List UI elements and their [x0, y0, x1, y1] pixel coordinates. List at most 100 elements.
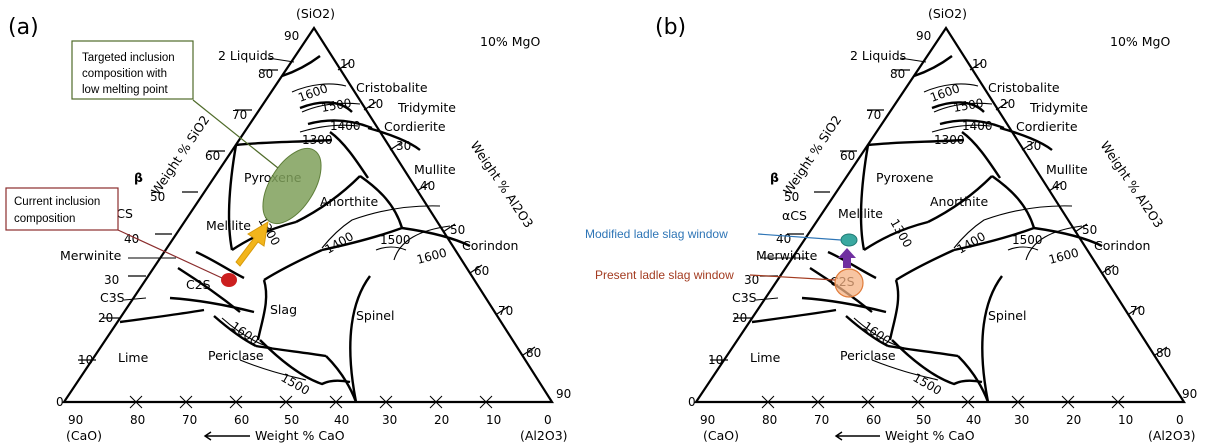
- target-annotation-line1: Targeted inclusion: [82, 52, 175, 64]
- tick-label: 50: [284, 413, 299, 427]
- tick-label: 80: [258, 67, 273, 81]
- tick-label: 60: [205, 149, 220, 163]
- bottom-tick-marks: [129, 395, 493, 409]
- phase-beta: β: [134, 170, 143, 185]
- panel-a-right-ticks: 10 20 30 40 50 60 70 80 90: [337, 57, 571, 401]
- panel-a-bottom-ticks: 90 80 70 60 50 40 30 20 10 0: [68, 395, 552, 427]
- current-annotation-line2: composition: [14, 213, 75, 225]
- phase-corindon: Corindon: [462, 238, 518, 253]
- panel-a-left-ticks: 0 10 20 30 40 50 60 70 80 90: [56, 29, 299, 409]
- modification-arrow: [838, 248, 856, 268]
- panel-a-apex-right: (Al2O3): [520, 428, 568, 443]
- isotherm-1400: 1400: [962, 119, 993, 133]
- phase-merwinite: Merwinite: [756, 248, 818, 263]
- tick-label: 20: [1066, 413, 1081, 427]
- isotherm-1500: 1500: [320, 96, 353, 115]
- tick-label: 70: [1130, 304, 1145, 318]
- panel-b-apex-right: (Al2O3): [1148, 428, 1196, 443]
- tick-label: 90: [1182, 387, 1197, 401]
- phase-periclase: Periclase: [208, 348, 264, 363]
- phase-c3s: C3S: [732, 290, 757, 305]
- isotherm-1500-lower: 1500: [1012, 233, 1043, 247]
- present-slag-window: [834, 268, 864, 298]
- tick-label: 10: [486, 413, 501, 427]
- current-annotation-box: [5, 187, 119, 231]
- panel-a-boundaries: [119, 55, 471, 403]
- phase-melilite: Melilite: [206, 218, 251, 233]
- tick-label: 10: [1118, 413, 1133, 427]
- panel-b-bottom-arrow: [834, 431, 880, 441]
- panel-a-triangle: [61, 25, 555, 404]
- isotherm-1500-periclase: 1500: [911, 370, 944, 397]
- phase-slag: Slag: [270, 302, 297, 317]
- panel-a-apex-left: (CaO): [66, 428, 102, 443]
- tick-label: 70: [866, 108, 881, 122]
- modified-window-leader: [757, 233, 842, 241]
- panel-b-axis-right: Weight % Al2O3: [1098, 138, 1167, 230]
- tick-label: 40: [334, 413, 349, 427]
- panel-b-boundaries: [751, 55, 1103, 403]
- panel-b-axis-left: Weight % SiO2: [780, 113, 844, 198]
- phase-anorthite: Anorthite: [320, 194, 378, 209]
- tick-label: 0: [688, 395, 696, 409]
- phase-cristobalite: Cristobalite: [988, 80, 1060, 95]
- panel-a-letter: (a): [8, 15, 39, 40]
- panel-a: (a) (SiO2) (CaO) (Al2O3) 10% MgO Weight …: [5, 6, 571, 443]
- current-annotation-line1: Current inclusion: [14, 196, 100, 208]
- target-composition-region: [262, 148, 322, 224]
- tick-label: 90: [68, 413, 83, 427]
- isotherm-1400: 1400: [330, 119, 361, 133]
- tick-label: 90: [556, 387, 571, 401]
- target-annotation-leader: [192, 99, 279, 169]
- phase-lime: Lime: [750, 350, 781, 365]
- isotherm-1400-lower: 1400: [323, 229, 356, 256]
- isotherm-1300-melilite: 1300: [887, 217, 914, 250]
- tick-label: 40: [1052, 179, 1067, 193]
- target-annotation-line2: composition with: [82, 68, 167, 80]
- tick-label: 60: [474, 264, 489, 278]
- panel-b-apex-left: (CaO): [703, 428, 739, 443]
- phase-anorthite: Anorthite: [930, 194, 988, 209]
- current-annotation-leader: [117, 229, 223, 279]
- left-tick-marks: [78, 69, 278, 361]
- isotherm-1500-lower: 1500: [380, 233, 411, 247]
- tick-label: 60: [234, 413, 249, 427]
- tick-label: 80: [1156, 346, 1171, 360]
- tick-label: 30: [744, 273, 759, 287]
- tick-label: 70: [814, 413, 829, 427]
- current-composition-point: [221, 273, 237, 287]
- tick-label: 80: [130, 413, 145, 427]
- shift-arrow: [235, 221, 269, 267]
- tick-label: 0: [1176, 413, 1184, 427]
- phase-cordierite: Cordierite: [384, 119, 446, 134]
- tick-label: 30: [1014, 413, 1029, 427]
- modified-slag-window: [840, 233, 858, 247]
- isotherm-1500-periclase: 1500: [279, 370, 312, 397]
- tick-label: 20: [1000, 97, 1015, 111]
- present-window-leader: [749, 274, 836, 281]
- tick-label: 80: [762, 413, 777, 427]
- panel-b-axis-bottom: Weight % CaO: [885, 428, 975, 443]
- panel-b: (b) (SiO2) (CaO) (Al2O3) 10% MgO Weight …: [585, 6, 1197, 443]
- phase-spinel: Spinel: [356, 308, 394, 323]
- phase-c2s: C2S: [186, 277, 211, 292]
- tick-label: 40: [420, 179, 435, 193]
- tick-label: 30: [104, 273, 119, 287]
- panel-a-leaders: [123, 57, 295, 301]
- right-tick-marks: [337, 61, 536, 356]
- tick-label: 80: [890, 67, 905, 81]
- phase-periclase: Periclase: [840, 348, 896, 363]
- panel-b-mgo-label: 10% MgO: [1110, 34, 1170, 49]
- phase-cristobalite: Cristobalite: [356, 80, 428, 95]
- panel-b-right-ticks: 10 20 30 40 50 60 70 80 90: [969, 57, 1197, 401]
- phase-alpha-cs: αCS: [782, 208, 807, 223]
- isotherm-1600-lower: 1600: [1047, 245, 1080, 266]
- panel-b-triangle: [693, 25, 1187, 404]
- isotherm-1500: 1500: [952, 96, 985, 115]
- modified-window-label: Modified ladle slag window: [585, 227, 728, 241]
- isotherm-1300: 1300: [934, 133, 965, 147]
- panel-a-mgo-label: 10% MgO: [480, 34, 540, 49]
- tick-label: 50: [1082, 223, 1097, 237]
- phase-cordierite: Cordierite: [1016, 119, 1078, 134]
